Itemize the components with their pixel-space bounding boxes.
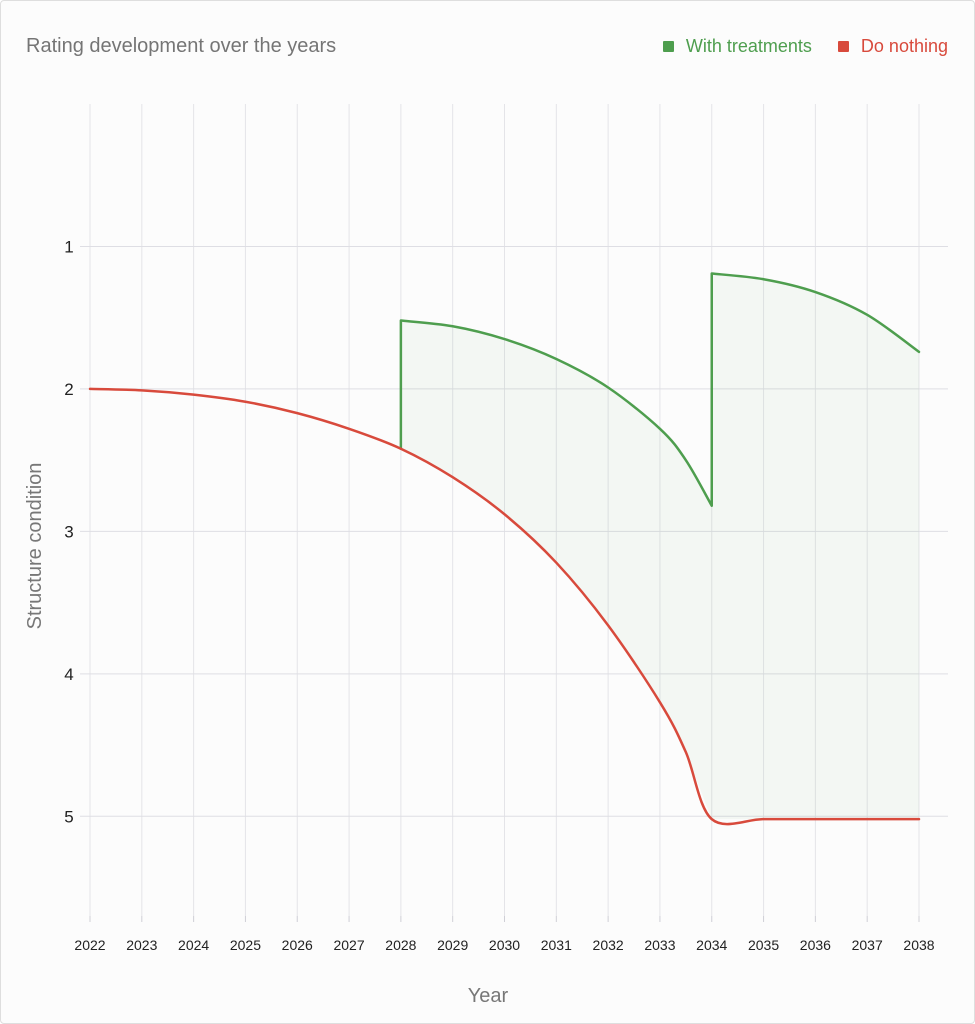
x-tick-label: 2036 bbox=[800, 937, 831, 953]
legend: With treatments Do nothing bbox=[662, 36, 948, 57]
y-tick-label: 3 bbox=[64, 522, 73, 541]
series-line-do-nothing[interactable] bbox=[88, 387, 921, 826]
legend-label-do-nothing: Do nothing bbox=[860, 36, 948, 56]
tick-layer: 2022 2023 2024 2025 2026 2027 2028 2029 2030 2031… bbox=[64, 237, 935, 953]
x-tick-label: 2030 bbox=[489, 937, 520, 953]
chart-title: Rating development over the years bbox=[26, 35, 337, 57]
treatment-area bbox=[400, 273, 919, 820]
x-tick-label: 2037 bbox=[852, 937, 883, 953]
y-tick-label: 2 bbox=[64, 380, 73, 399]
x-axis-label: Year bbox=[468, 985, 509, 1007]
legend-item-with-treatments[interactable]: With treatments bbox=[662, 36, 812, 57]
x-tick-label: 2031 bbox=[541, 937, 572, 953]
x-tick-label: 2022 bbox=[74, 937, 105, 953]
series-line-with-treatments[interactable] bbox=[399, 272, 921, 507]
x-tick-label: 2028 bbox=[385, 937, 416, 953]
x-tick-label: 2038 bbox=[903, 937, 934, 953]
x-tick-label: 2032 bbox=[593, 937, 624, 953]
y-tick-label: 1 bbox=[64, 237, 73, 256]
y-axis-label: Structure condition bbox=[24, 463, 46, 630]
legend-item-do-nothing[interactable]: Do nothing bbox=[837, 36, 948, 57]
y-tick-label: 4 bbox=[64, 665, 73, 684]
fill-layer bbox=[400, 273, 919, 820]
y-tick-label: 5 bbox=[64, 807, 73, 826]
x-tick-label: 2025 bbox=[230, 937, 261, 953]
x-tick-label: 2033 bbox=[644, 937, 675, 953]
series-layer bbox=[88, 272, 921, 826]
grid bbox=[80, 104, 948, 922]
legend-swatch-do-nothing bbox=[837, 41, 849, 52]
x-tick-label: 2024 bbox=[178, 937, 209, 953]
legend-swatch-with-treatments bbox=[662, 41, 674, 52]
x-tick-label: 2035 bbox=[748, 937, 779, 953]
x-tick-label: 2029 bbox=[437, 937, 468, 953]
x-tick-label: 2026 bbox=[282, 937, 313, 953]
x-tick-label: 2023 bbox=[126, 937, 157, 953]
x-tick-label: 2027 bbox=[333, 937, 364, 953]
legend-label-with-treatments: With treatments bbox=[685, 36, 812, 56]
x-tick-label: 2034 bbox=[696, 937, 727, 953]
